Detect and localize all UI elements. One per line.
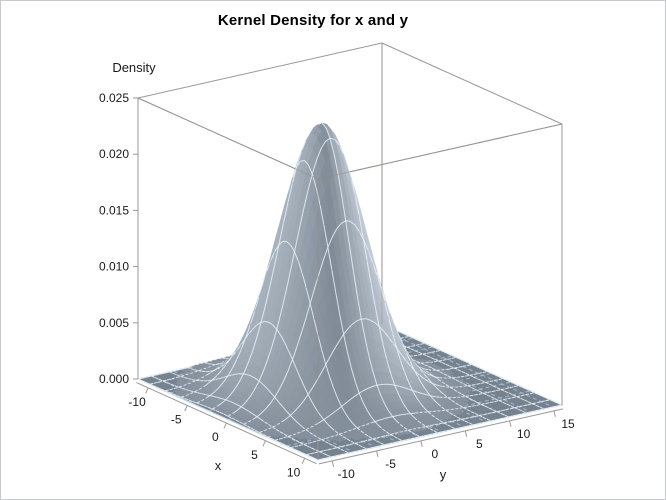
y-axis-tick-label: 10 [517, 427, 531, 441]
x-axis-title: x [215, 458, 222, 473]
z-axis-tick-label: 0.020 [99, 147, 129, 161]
y-axis-tick-label: 0 [432, 447, 439, 461]
bounding-box-overlay [137, 43, 563, 460]
y-axis-tick-label: 15 [561, 417, 575, 431]
x-axis-tick-label: 5 [251, 448, 258, 462]
z-axis-tick-label: 0.025 [99, 91, 129, 105]
z-axis-tick-label: 0.000 [99, 372, 129, 386]
x-axis-tick-label: -5 [171, 413, 182, 427]
x-axis-tick-label: 0 [212, 430, 219, 444]
y-axis-title: y [440, 467, 447, 482]
axes: -10 -5 0 5 10 x -10 -5 0 5 10 15 y 0.000 0.005 0.010 0.0… [99, 60, 575, 482]
z-axis-title: Density [112, 60, 156, 75]
z-axis-tick-label: 0.015 [99, 203, 129, 217]
chart-title: Kernel Density for x and y [217, 12, 409, 29]
x-axis-tick-label: 10 [287, 465, 301, 479]
z-axis-tick-label: 0.010 [99, 260, 129, 274]
x-axis-tick-label: -10 [128, 395, 146, 409]
z-axis-tick-label: 0.005 [99, 316, 129, 330]
y-axis-tick-label: -5 [385, 457, 396, 471]
y-axis-tick-label: -10 [338, 467, 356, 481]
surface-mesh [137, 122, 563, 461]
y-axis-tick-label: 5 [476, 437, 483, 451]
